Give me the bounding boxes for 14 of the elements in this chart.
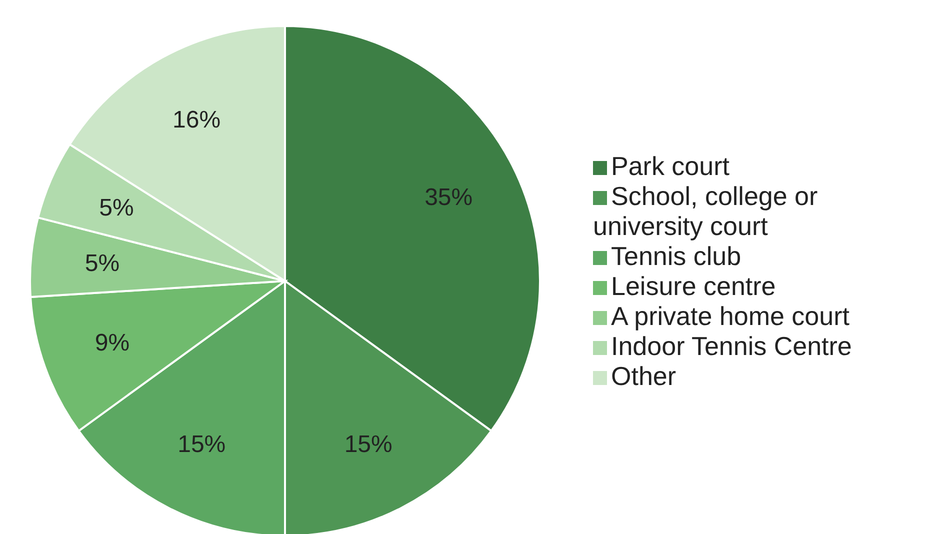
data-label: 5% (99, 194, 134, 222)
legend-label: School, college or university court (593, 181, 818, 241)
data-label: 35% (424, 184, 473, 212)
data-label: 15% (344, 431, 392, 458)
legend-label: Leisure centre (611, 271, 776, 301)
data-label: 15% (178, 431, 226, 458)
legend-label: Indoor Tennis Centre (611, 331, 852, 361)
legend-label: Park court (611, 151, 730, 181)
data-label: 9% (94, 330, 130, 357)
legend-label: Tennis club (611, 241, 742, 271)
data-label: 5% (84, 250, 120, 278)
data-label: 16% (172, 106, 221, 134)
legend-label: Other (611, 361, 676, 391)
legend-label: A private home court (611, 301, 850, 331)
